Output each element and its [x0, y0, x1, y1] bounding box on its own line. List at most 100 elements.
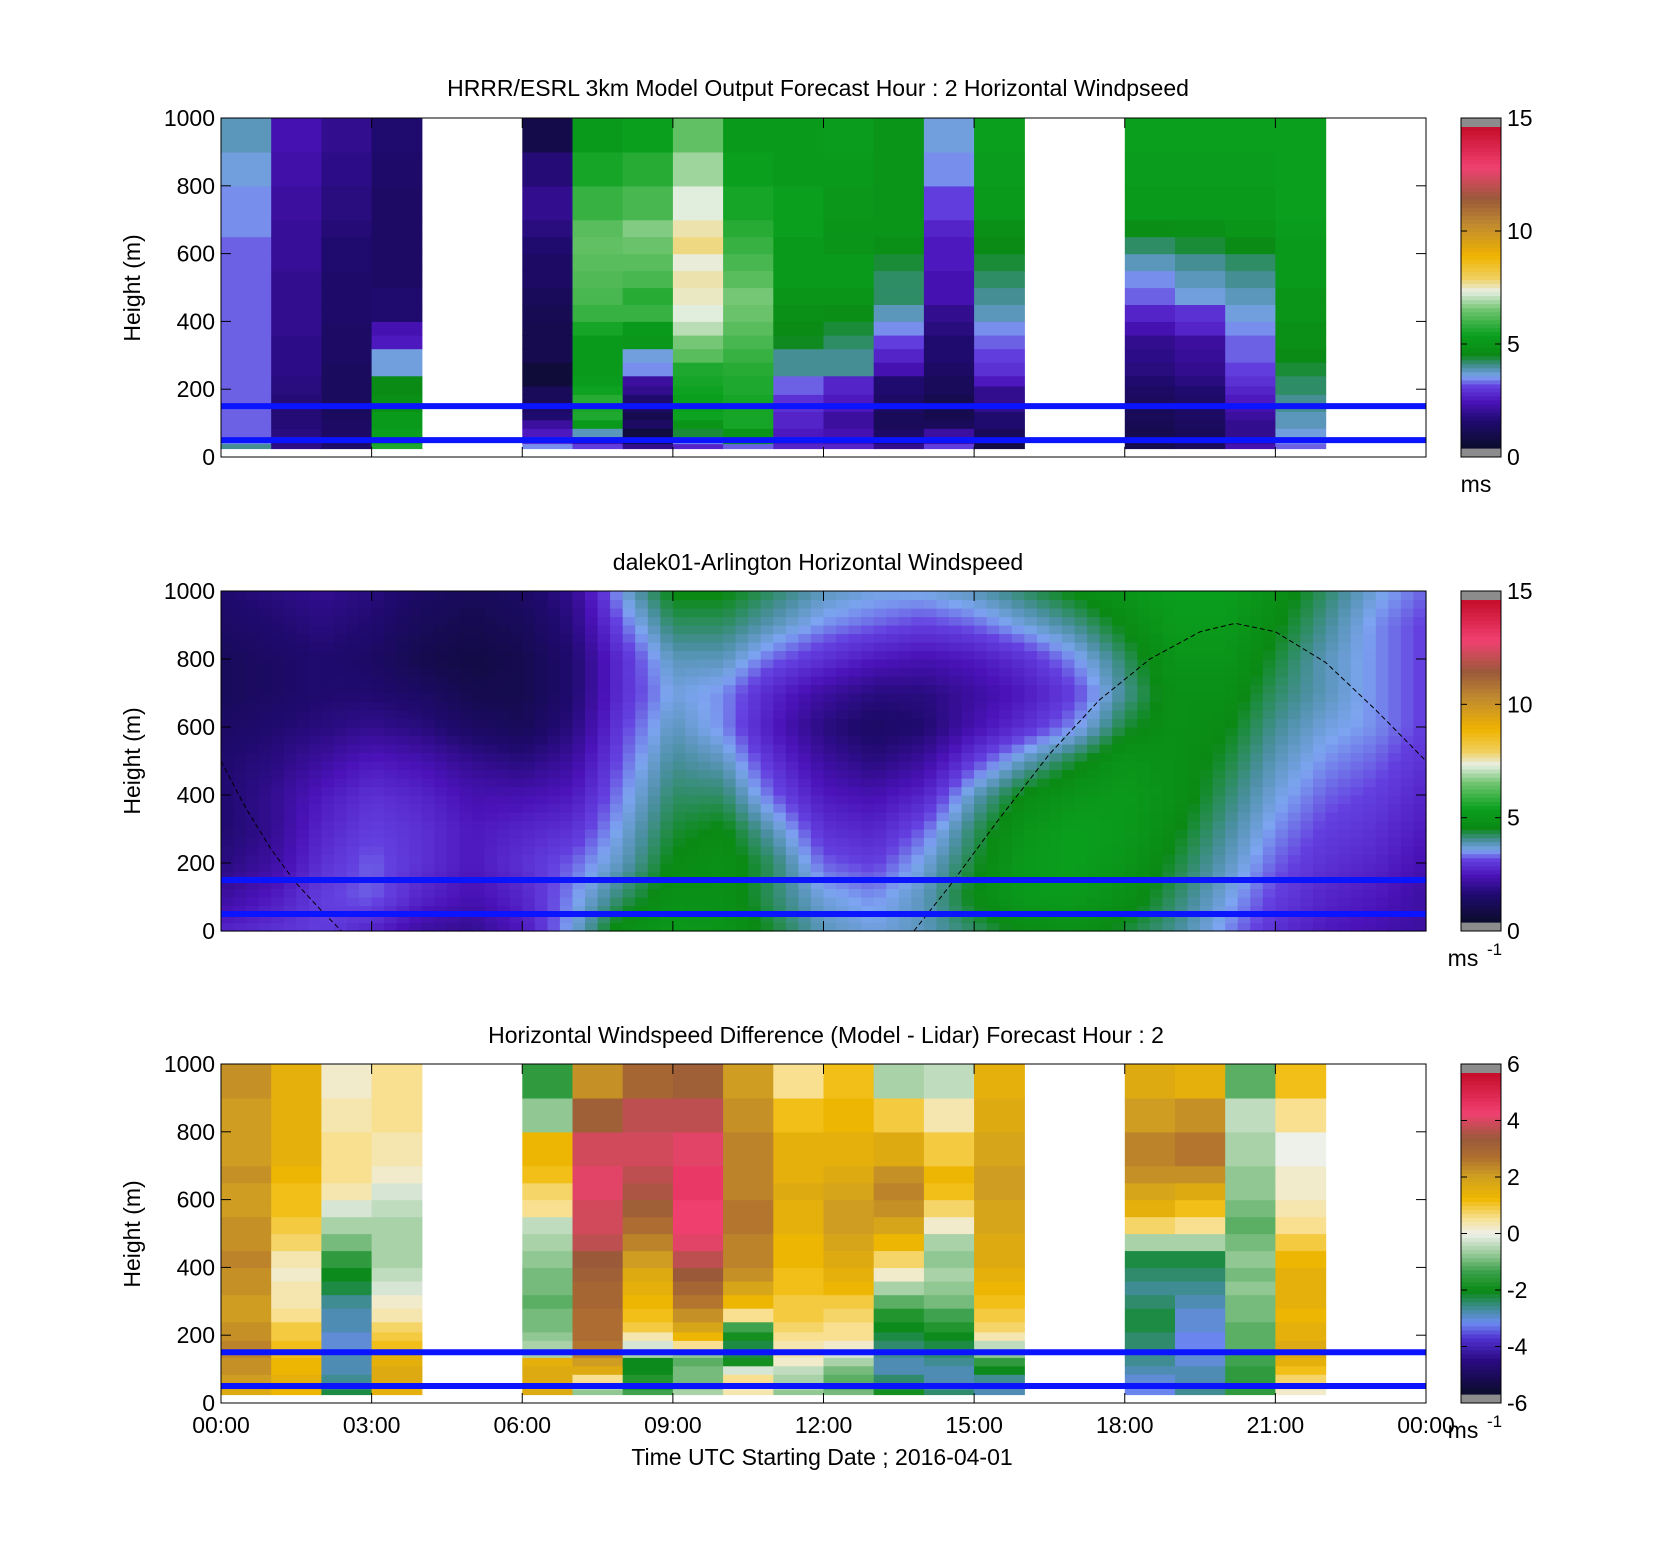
heatmap-cell — [698, 761, 712, 771]
heatmap-cell — [1099, 803, 1113, 813]
heatmap-cell — [923, 778, 938, 788]
heatmap-cell — [1112, 752, 1126, 762]
heatmap-cell — [1250, 625, 1264, 635]
x-tick-label: 15:00 — [945, 1412, 1003, 1438]
heatmap-cell — [911, 854, 925, 864]
heatmap-cell — [923, 219, 975, 238]
heatmap-cell — [1036, 812, 1051, 822]
heatmap-cell — [610, 820, 624, 830]
heatmap-cell — [359, 820, 373, 830]
heatmap-cell — [823, 394, 875, 404]
heatmap-cell — [1275, 769, 1289, 779]
heatmap-cell — [1187, 718, 1201, 728]
heatmap-cell — [1200, 735, 1214, 745]
heatmap-cell — [635, 633, 649, 643]
heatmap-cell — [986, 803, 1000, 813]
heatmap-cell — [1087, 854, 1101, 864]
heatmap-cell — [785, 897, 799, 907]
heatmap-cell — [572, 1165, 624, 1184]
heatmap-cell — [635, 718, 649, 728]
heatmap-cell — [923, 914, 938, 924]
heatmap-cell — [848, 633, 862, 643]
heatmap-cell — [760, 837, 774, 847]
heatmap-cell — [308, 871, 323, 881]
heatmap-cell — [1225, 914, 1239, 924]
heatmap-cell — [559, 650, 574, 660]
heatmap-cell — [1350, 693, 1364, 703]
heatmap-cell — [1313, 820, 1327, 830]
heatmap-cell — [572, 778, 586, 788]
heatmap-cell — [1237, 650, 1251, 660]
heatmap-cell — [748, 897, 762, 907]
heatmap-cell — [1275, 1182, 1327, 1201]
heatmap-cell — [760, 659, 774, 669]
heatmap-cell — [421, 778, 435, 788]
heatmap-cell — [1350, 803, 1364, 813]
heatmap-cell — [1036, 761, 1051, 771]
heatmap-cell — [1325, 744, 1339, 754]
heatmap-cell — [271, 591, 285, 601]
heatmap-cell — [1275, 1216, 1327, 1235]
heatmap-cell — [221, 1340, 272, 1350]
heatmap-cell — [308, 812, 323, 822]
heatmap-cell — [221, 591, 235, 601]
heatmap-cell — [723, 701, 737, 711]
heatmap-cell — [848, 880, 862, 890]
heatmap-cell — [1175, 1321, 1226, 1333]
heatmap-cell — [1225, 591, 1239, 601]
heatmap-cell — [597, 616, 611, 626]
heatmap-cell — [1400, 735, 1415, 745]
heatmap-cell — [221, 863, 235, 873]
heatmap-cell — [723, 786, 737, 796]
heatmap-cell — [459, 599, 473, 609]
heatmap-cell — [735, 735, 749, 745]
heatmap-cell — [1187, 786, 1201, 796]
y-axis-label: Height (m) — [119, 234, 145, 341]
heatmap-cell — [760, 914, 774, 924]
heatmap-cell — [1313, 591, 1327, 601]
x-axis-ticks: 00:00 03:00 06:00 09:00 12:00 15:00 18:00 21:00… — [192, 1064, 1455, 1438]
heatmap-cell — [911, 727, 925, 737]
heatmap-cell — [1175, 1340, 1226, 1350]
heatmap-cell — [509, 761, 523, 771]
heatmap-cell — [735, 922, 749, 932]
heatmap-cell — [1049, 897, 1063, 907]
heatmap-cell — [271, 616, 285, 626]
heatmap-cell — [1350, 633, 1364, 643]
heatmap-cell — [308, 829, 323, 839]
heatmap-cell — [1162, 744, 1176, 754]
heatmap-cell — [384, 633, 398, 643]
heatmap-cell — [559, 684, 574, 694]
heatmap-cell — [346, 803, 360, 813]
heatmap-cell — [836, 786, 850, 796]
heatmap-cell — [321, 752, 335, 762]
heatmap-cell — [384, 735, 398, 745]
heatmap-cell — [1413, 880, 1427, 890]
heatmap-cell — [509, 633, 523, 643]
heatmap-cell — [346, 914, 360, 924]
heatmap-cell — [572, 735, 586, 745]
heatmap-cell — [434, 914, 448, 924]
heatmap-cell — [547, 752, 561, 762]
heatmap-cell — [622, 385, 674, 395]
heatmap-cell — [647, 710, 661, 720]
heatmap-cell — [1225, 118, 1276, 153]
heatmap-cell — [396, 633, 410, 643]
heatmap-cell — [635, 905, 649, 915]
heatmap-cell — [597, 854, 611, 864]
heatmap-cell — [723, 1389, 774, 1396]
heatmap-cell — [710, 633, 724, 643]
heatmap-cell — [923, 871, 938, 881]
heatmap-cell — [873, 761, 887, 771]
heatmap-cell — [723, 1199, 774, 1218]
heatmap-cell — [986, 854, 1000, 864]
heatmap-cell — [647, 761, 661, 771]
panel-title: Horizontal Windspeed Difference (Model -… — [488, 1022, 1164, 1048]
heatmap-cell — [585, 820, 599, 830]
heatmap-cell — [1262, 837, 1276, 847]
heatmap-cell — [773, 1389, 825, 1396]
heatmap-cell — [321, 1165, 373, 1184]
heatmap-cell — [1024, 710, 1038, 720]
heatmap-cell — [221, 888, 235, 898]
heatmap-cell — [1363, 914, 1377, 924]
